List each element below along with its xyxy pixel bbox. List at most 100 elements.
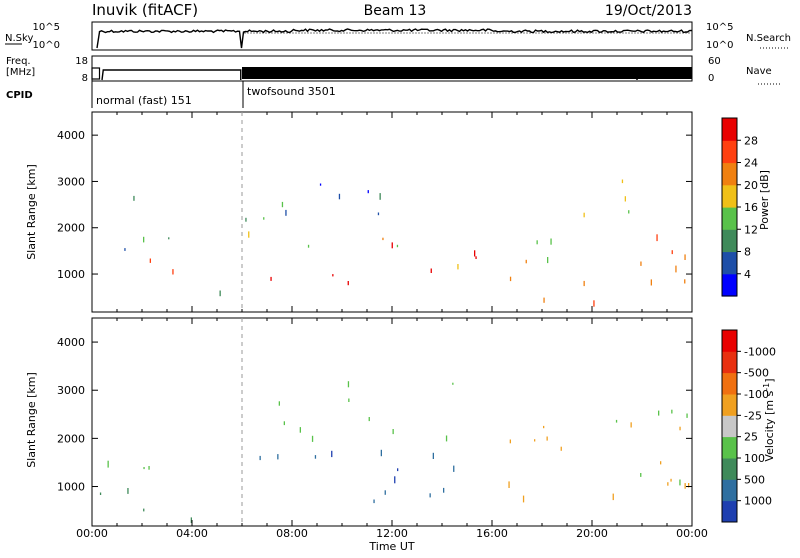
time-tick-label-5: 20:00 [576,527,608,540]
velocity-cell-8 [671,409,673,414]
noise-right-label: N.Search [746,33,791,44]
power-cell-5 [382,237,384,241]
power-cell-10 [628,210,630,214]
power-cell-8 [583,280,585,287]
velocity-cell-3 [331,450,333,458]
power-frame [91,111,693,313]
power-cell-4 [270,276,272,281]
date-title: 19/Oct/2013 [605,3,692,19]
power-ytick-label-2: 3000 [57,175,85,188]
power-ytick-label-0: 1000 [57,268,85,281]
velocity-cell-4 [452,382,454,385]
power-cell-4 [457,264,459,270]
velocity-cell-5 [667,482,669,486]
power-cell-1 [124,248,126,251]
power-x-ticks [91,112,693,312]
freq-right-tick-low: 0 [708,73,714,84]
velocity-colorbar-swatch-2 [722,458,737,480]
velocity-colorbar-label-6: -500 [744,367,769,380]
noise-right-tick-low: 10^0 [706,40,733,51]
velocity-colorbar-swatch-8 [722,330,737,352]
velocity-cell-2 [453,465,455,472]
velocity-cell-5 [688,483,690,488]
freq-step-start [91,67,101,80]
freq-line-normal [101,69,242,81]
power-cell-4 [474,250,476,257]
velocity-cell-4 [392,429,394,435]
power-panel: 1000 2000 3000 4000 Slant Range [km] 4 8 12 16… [25,111,771,313]
power-cell-9 [671,250,673,255]
power-cell-1 [143,236,145,243]
power-colorbar-swatch-5 [722,162,737,186]
velocity-cell-5 [684,483,686,489]
power-cell-9 [550,238,552,245]
power-cell-10 [624,196,626,202]
power-cell-9 [547,257,549,264]
velocity-frame [91,317,693,527]
power-cell-6 [338,193,341,200]
power-cell-5 [396,244,399,248]
power-colorbar-label-2: 12 [744,223,758,236]
velocity-cell-8 [686,413,688,418]
cpid-mode-twofsound: twofsound 3501 [247,85,336,98]
power-cell-4 [430,268,432,273]
velocity-cell-2 [432,452,434,459]
velocity-cell-4 [347,381,350,388]
time-tick-label-2: 08:00 [276,527,308,540]
power-cell-8 [650,279,652,286]
power-cell-6 [377,212,380,216]
power-colorbar-label: Power [dB] [758,170,771,230]
power-cell-9 [656,234,658,242]
velocity-cell-0 [99,492,102,495]
power-colorbar-label-6: 28 [744,134,758,147]
power-ylabel: Slant Range [km] [25,164,38,260]
velocity-cell-4 [278,401,280,406]
noise-left-tick-low: 10^0 [33,40,60,51]
time-axis-label: Time UT [368,540,414,553]
freq-left-tick-low: 8 [82,73,88,84]
velocity-cell-6 [679,426,681,431]
velocity-colorbar-frame [721,329,738,523]
time-tick-label-3: 12:00 [376,527,408,540]
noise-right-tick-high: 10^5 [706,22,733,33]
velocity-ytick-label-1: 2000 [57,432,85,445]
velocity-colorbar-label-5: -100 [744,388,769,401]
power-colorbar-swatch-4 [722,184,737,208]
station-title: Inuvik (fitACF) [92,1,198,19]
velocity-colorbar-label-2: 100 [744,452,765,465]
velocity-cell-2 [384,490,386,495]
power-cell-4 [347,281,349,286]
velocity-colorbar-label-1: 500 [744,473,765,486]
power-colorbar-swatch-7 [722,118,737,141]
velocity-ytick-label-2: 3000 [57,384,85,397]
noise-trace [96,28,692,49]
power-colorbar-swatch-1 [722,251,737,275]
power-cell-4 [332,274,334,277]
power-cell-4 [391,242,393,249]
power-colorbar-swatch-2 [722,229,737,253]
time-tick-label-0: 00:00 [76,527,108,540]
velocity-cell-0 [127,488,129,494]
beam-title: Beam 13 [364,3,427,19]
velocity-colorbar-swatch-1 [722,479,737,502]
velocity-cell-6 [534,439,536,442]
power-cell-8 [675,265,677,273]
power-cell-6 [263,217,265,220]
velocity-colorbar-swatch-4 [722,415,737,438]
velocity-cell-5 [670,478,672,482]
velocity-colorbar-label-0: 1000 [744,495,772,508]
power-cell-9 [525,259,527,264]
power-cell-6 [245,217,247,222]
velocity-cell-8 [658,410,660,416]
velocity-colorbar-label-text: Velocity [m s [763,390,776,461]
power-cell-0 [149,258,151,263]
velocity-cell-6 [560,446,562,451]
velocity-cell-2 [277,454,279,460]
nave-label: Nave [746,66,772,77]
velocity-cell-7 [679,479,681,486]
velocity-cell-4 [445,435,448,442]
cpid-row: CPID normal (fast) 151 twofsound 3501 [6,81,336,108]
power-cell-8 [543,297,545,303]
velocity-ytick-label-3: 4000 [57,336,85,349]
power-colorbar-swatch-0 [722,273,737,297]
